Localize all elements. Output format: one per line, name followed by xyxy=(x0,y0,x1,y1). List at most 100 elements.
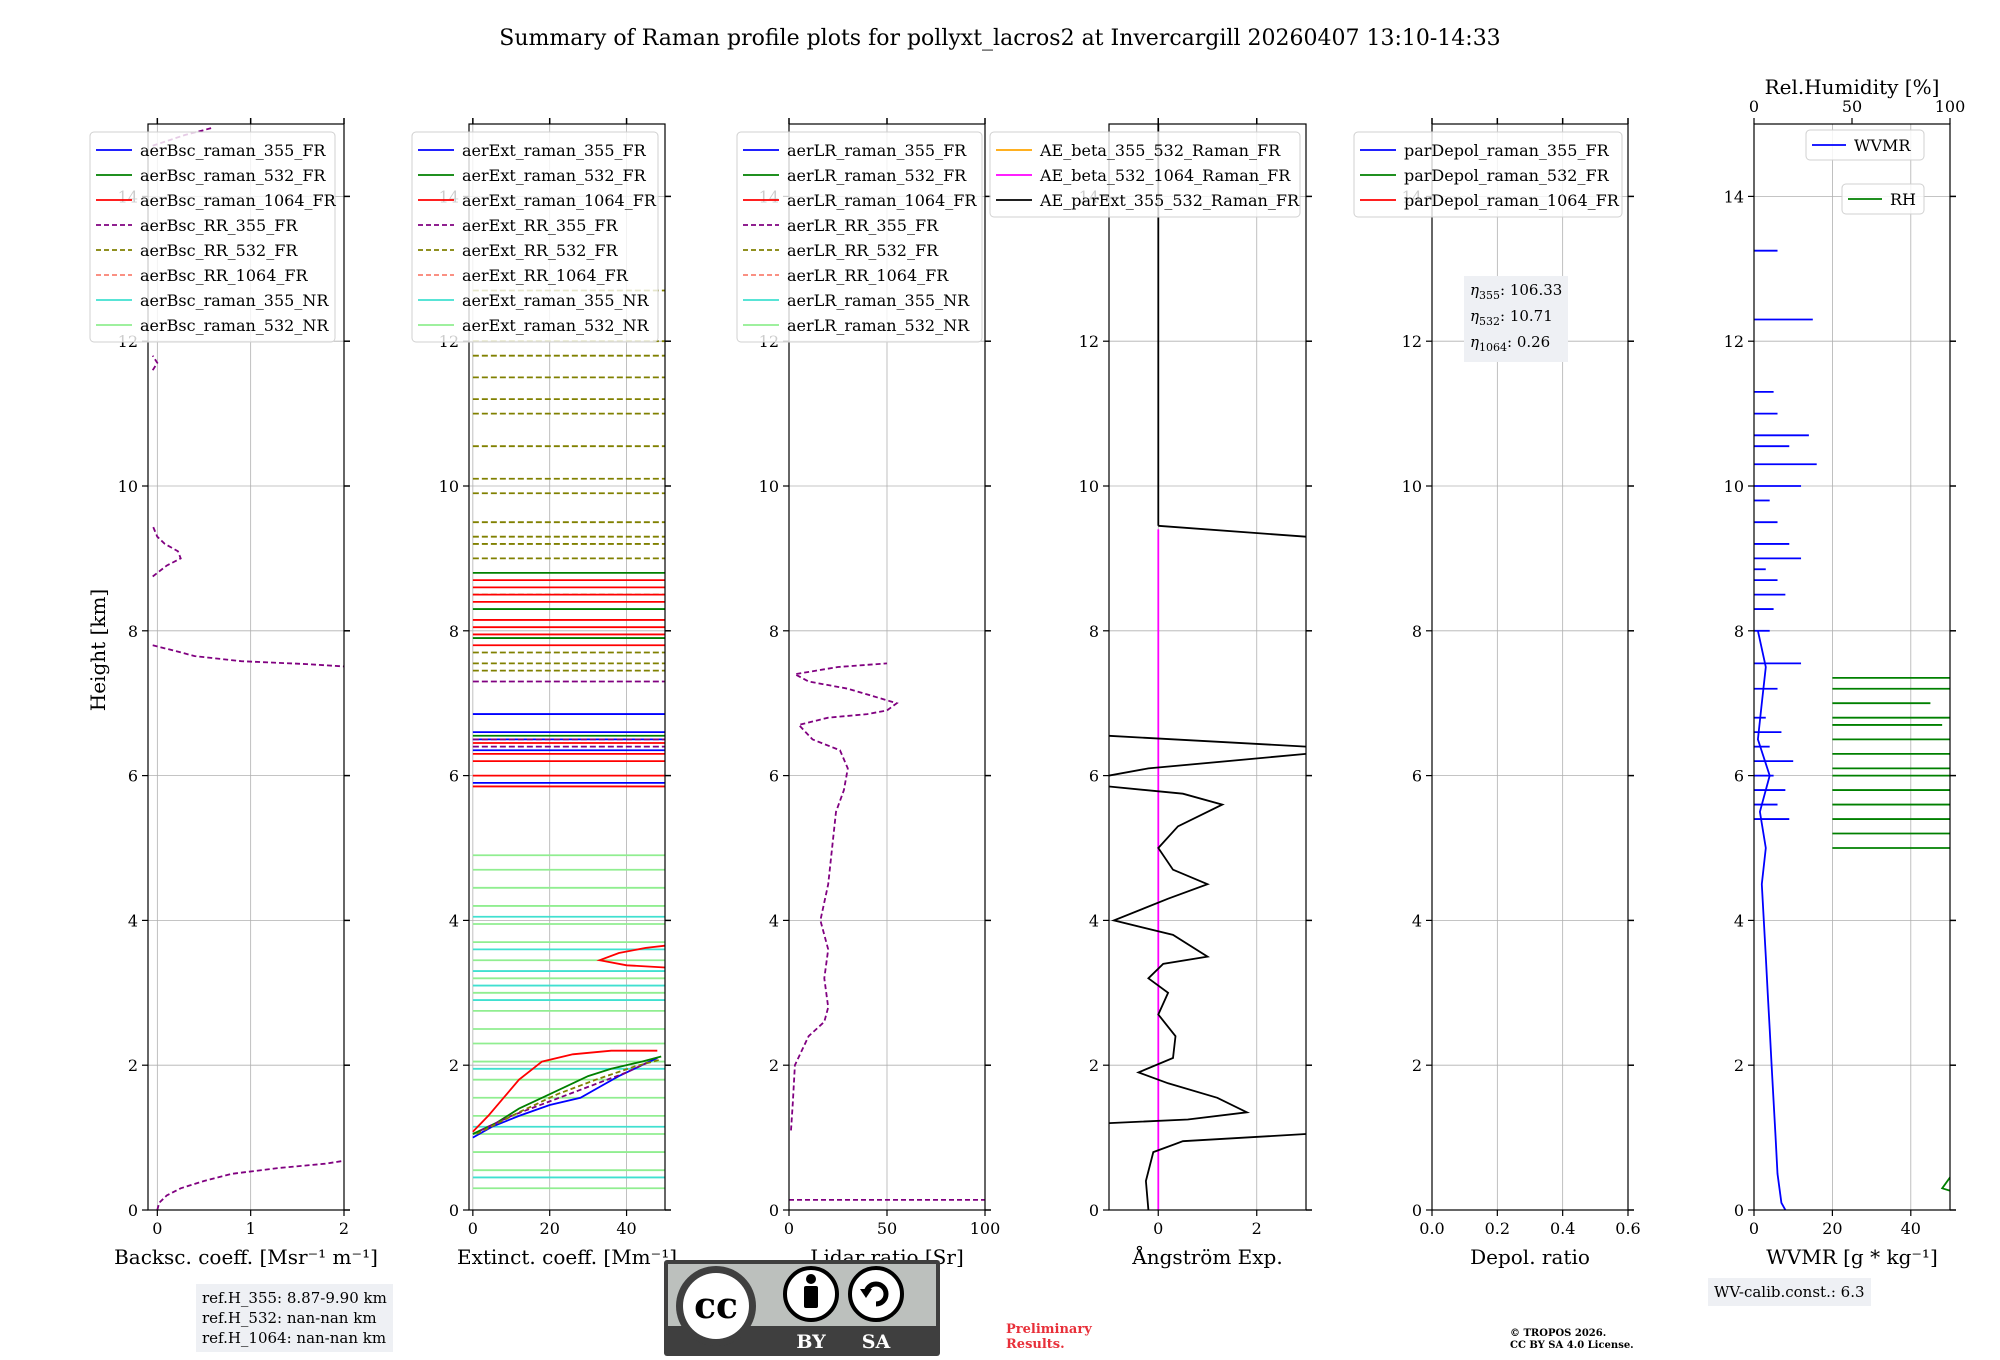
ref-h-1064: ref.H_1064: nan-nan km xyxy=(202,1329,387,1347)
figure-title: Summary of Raman profile plots for polly… xyxy=(499,26,1500,51)
x-axis-label: Ångström Exp. xyxy=(1131,1244,1282,1269)
series-aerBsc_RR_355_FR_d xyxy=(151,355,159,371)
legend-label: aerBsc_raman_1064_FR xyxy=(140,191,337,210)
x-axis-label: Depol. ratio xyxy=(1470,1245,1590,1269)
x-tick-label: 0 xyxy=(1749,1219,1759,1238)
legend-box xyxy=(1841,183,1925,215)
legend: aerLR_raman_355_FR aerLR_raman_532_FR aerL… xyxy=(736,131,983,343)
series-AE_parExt_355_532_Raman_FR xyxy=(1144,1133,1306,1210)
y-tick-label: 4 xyxy=(1089,911,1099,930)
legend-label: aerBsc_RR_532_FR xyxy=(140,241,298,260)
y-tick-label: 8 xyxy=(449,622,459,641)
legend-label: parDepol_raman_1064_FR xyxy=(1404,191,1620,210)
y-tick-label: 2 xyxy=(128,1056,138,1075)
x-tick-label: 0.2 xyxy=(1485,1219,1510,1238)
panel-backscatter: 02468101214012Backsc. coeff. [Msr⁻¹ m⁻¹]… xyxy=(89,118,378,1269)
x-tick-label: 0.4 xyxy=(1550,1219,1575,1238)
y-tick-label: 6 xyxy=(1412,767,1422,786)
legend-label: aerExt_RR_1064_FR xyxy=(462,266,629,285)
eta-1064: η1064: 0.26 xyxy=(1470,333,1551,354)
y-tick-label: 2 xyxy=(1089,1056,1099,1075)
y-tick-label: 8 xyxy=(128,622,138,641)
panel-water_vapor: 0 2 4 6 8 10 12 14 0 20 40 WVMR [g * kg⁻¹] 0 50 100Rel… xyxy=(1724,75,1966,1269)
series-aerBsc_RR_355_FR_c xyxy=(151,525,182,578)
preliminary-note: Preliminary Results. xyxy=(1006,1322,1092,1352)
legend-label: aerExt_raman_532_FR xyxy=(462,166,647,185)
y-tick-label: 12 xyxy=(1724,332,1744,351)
y-tick-label: 4 xyxy=(1412,911,1422,930)
y-tick-label: 2 xyxy=(1734,1056,1744,1075)
legend-box xyxy=(736,131,983,343)
legend-label: aerBsc_raman_355_NR xyxy=(140,291,329,310)
legend-label: aerExt_RR_355_FR xyxy=(462,216,619,235)
axes-frame xyxy=(1431,123,1629,1211)
data-layer xyxy=(1754,249,1950,1210)
legend: aerExt_raman_355_FR aerExt_raman_532_FRae… xyxy=(411,131,659,343)
reference-height-box: ref.H_355: 8.87-9.90 km ref.H_532: nan-n… xyxy=(196,1284,393,1352)
y-tick-label: 8 xyxy=(1734,622,1744,641)
legend-label: AE_beta_532_1064_Raman_FR xyxy=(1039,166,1291,185)
y-tick-label: 10 xyxy=(118,477,138,496)
legend-label: aerExt_RR_532_FR xyxy=(462,241,619,260)
series-aerBsc_RR_355_FR xyxy=(156,1159,344,1210)
y-tick-label: 6 xyxy=(769,767,779,786)
legend-label: aerLR_raman_532_FR xyxy=(787,166,967,185)
legend: aerBsc_raman_355_FR aerBsc_raman_532_FRae… xyxy=(89,131,337,343)
y-tick-label: 12 xyxy=(1402,332,1422,351)
x-tick-label: 40 xyxy=(616,1219,636,1238)
y-tick-label: 2 xyxy=(769,1056,779,1075)
series-RH xyxy=(1940,1175,1950,1192)
y-tick-label: 4 xyxy=(128,911,138,930)
legend: WVMR RH xyxy=(1805,129,1925,215)
y-tick-label: 6 xyxy=(449,767,459,786)
legend-label: RH xyxy=(1890,190,1916,209)
ref-h-355: ref.H_355: 8.87-9.90 km xyxy=(202,1289,387,1307)
x-tick-label: 0 xyxy=(1153,1219,1163,1238)
legend-label: aerLR_RR_1064_FR xyxy=(787,266,949,285)
x-tick-label: 40 xyxy=(1901,1219,1921,1238)
y-tick-label: 8 xyxy=(1089,622,1099,641)
series-aerExt_RR_532_FR xyxy=(476,1058,662,1135)
x-tick-label: 0 xyxy=(468,1219,478,1238)
x2-axis-label: Rel.Humidity [%] xyxy=(1765,75,1940,99)
ref-h-532: ref.H_532: nan-nan km xyxy=(202,1309,377,1327)
eta-532: η532: 10.71 xyxy=(1470,307,1553,328)
legend-label: aerBsc_RR_355_FR xyxy=(140,216,298,235)
y-tick-label: 4 xyxy=(1734,911,1744,930)
series-AE_parExt_355_532_Raman_FR_c xyxy=(1109,753,1306,777)
legend: AE_beta_355_532_Raman_FR AE_beta_532_1064… xyxy=(989,131,1301,218)
y-tick-label: 2 xyxy=(449,1056,459,1075)
legend-label: aerLR_raman_355_FR xyxy=(787,141,967,160)
data-layer xyxy=(1109,124,1306,1210)
legend-box xyxy=(411,131,659,343)
series-AE_parExt_355_532_Raman_FR_e xyxy=(1158,524,1306,538)
data-layer xyxy=(472,289,665,1190)
panel-extinction: 0246810121402040Extinct. coeff. [Mm⁻¹]ae… xyxy=(411,118,677,1269)
eta-355: η355: 106.33 xyxy=(1470,281,1563,302)
x2-tick-label: 100 xyxy=(1935,97,1966,116)
legend-label: aerLR_raman_532_NR xyxy=(787,316,970,335)
series-WVMR xyxy=(1756,630,1787,1210)
y-tick-label: 10 xyxy=(1724,477,1744,496)
x-tick-label: 1 xyxy=(246,1219,256,1238)
x-axis-label: WVMR [g * kg⁻¹] xyxy=(1766,1245,1938,1269)
sa-text: SA xyxy=(862,1331,891,1353)
legend-label: aerLR_RR_532_FR xyxy=(787,241,939,260)
legend-label: parDepol_raman_355_FR xyxy=(1404,141,1610,160)
series-aerExt_raman_1064_FR xyxy=(472,1049,658,1133)
series-AE_parExt_355_532_Raman_FR_d xyxy=(1109,734,1306,748)
y-tick-label: 0 xyxy=(1089,1201,1099,1220)
legend-label: aerLR_RR_355_FR xyxy=(787,216,939,235)
y-tick-label: 6 xyxy=(128,767,138,786)
legend-label: aerBsc_raman_532_NR xyxy=(140,316,329,335)
series-aerLR_RR_355_FR xyxy=(790,662,899,1131)
legend-label: aerLR_raman_355_NR xyxy=(787,291,970,310)
x-tick-label: 100 xyxy=(970,1219,1001,1238)
wv-calib-box: WV-calib.const.: 6.3 xyxy=(1708,1278,1871,1306)
x-tick-label: 0 xyxy=(152,1219,162,1238)
y-tick-label: 6 xyxy=(1089,767,1099,786)
y-tick-label: 8 xyxy=(769,622,779,641)
legend: parDepol_raman_355_FR parDepol_raman_532_… xyxy=(1353,131,1623,218)
